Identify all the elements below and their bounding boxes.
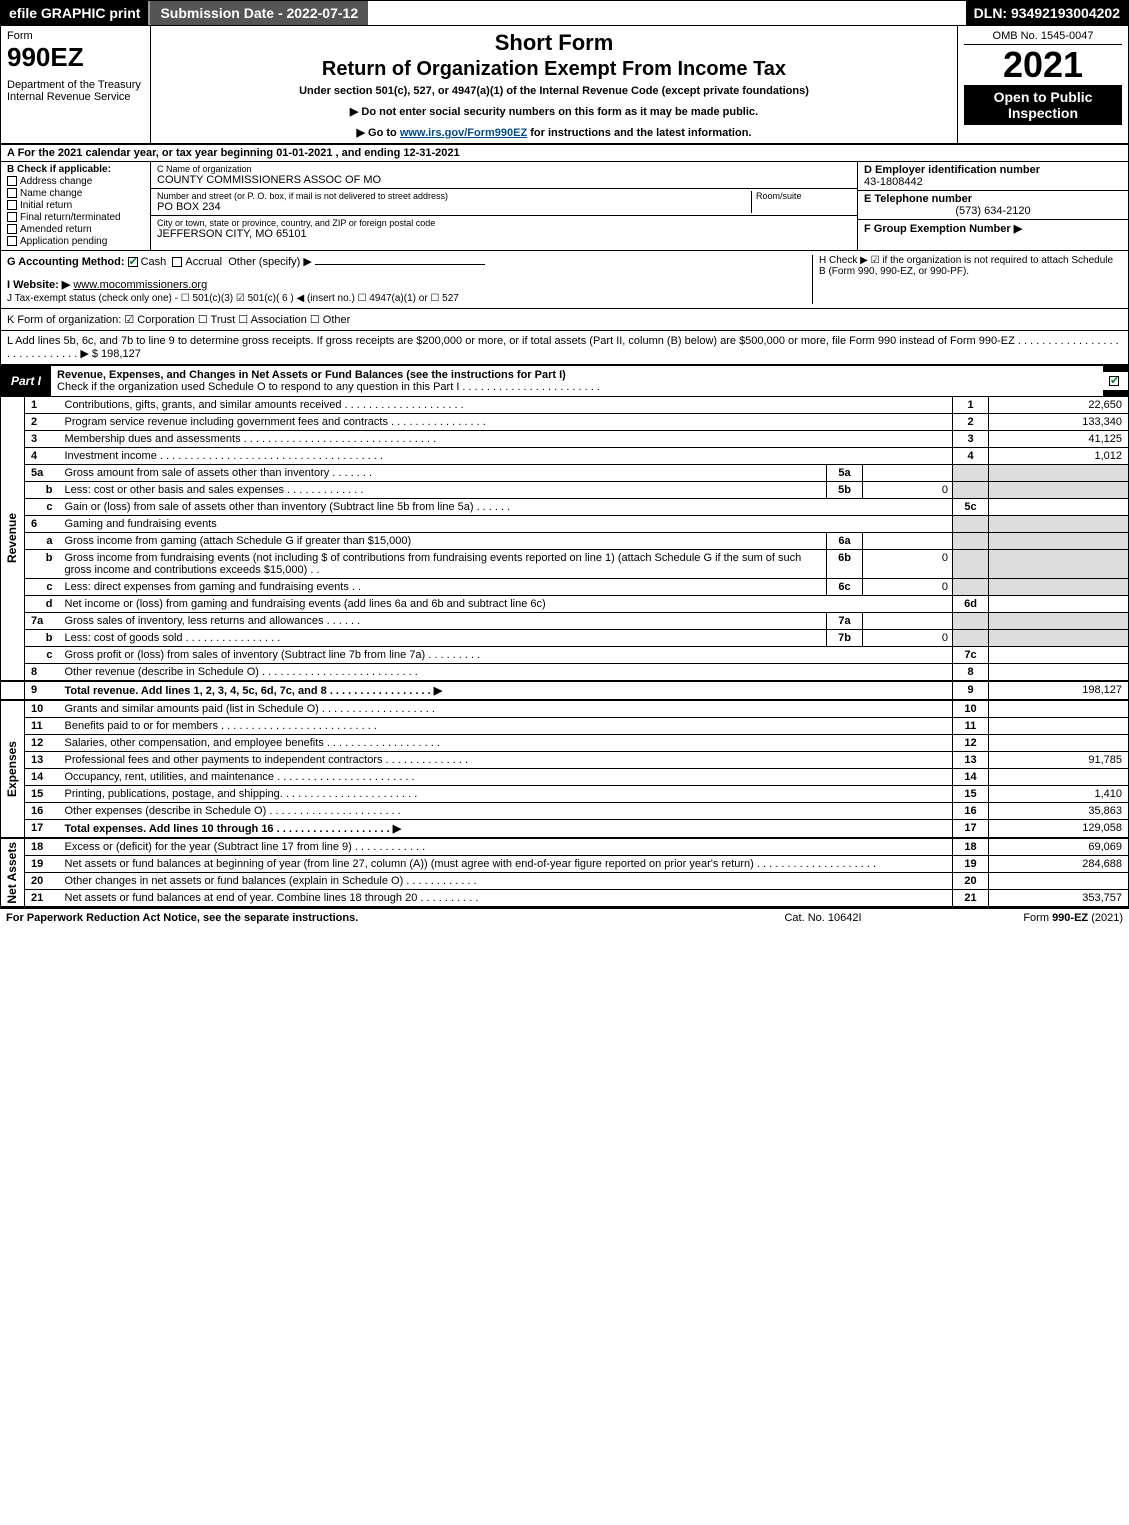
line-7c: Gross profit or (loss) from sales of inv… xyxy=(61,647,953,664)
line-12: Salaries, other compensation, and employ… xyxy=(61,735,953,752)
form-label: Form xyxy=(7,30,144,42)
cb-accrual[interactable] xyxy=(172,257,182,267)
amt-18: 69,069 xyxy=(989,838,1129,856)
d-ein-label: D Employer identification number xyxy=(864,164,1122,176)
line-19: Net assets or fund balances at beginning… xyxy=(61,856,953,873)
efile-label: efile GRAPHIC print xyxy=(1,1,148,25)
side-revenue: Revenue xyxy=(5,513,19,563)
phone: (573) 634-2120 xyxy=(864,205,1122,217)
c-name-label: C Name of organization xyxy=(157,164,851,174)
side-expenses: Expenses xyxy=(5,741,19,797)
l-gross-receipts: L Add lines 5b, 6c, and 7b to line 9 to … xyxy=(0,331,1129,365)
footer-paperwork: For Paperwork Reduction Act Notice, see … xyxy=(6,912,723,924)
dln: DLN: 93492193004202 xyxy=(966,1,1128,25)
tax-year: 2021 xyxy=(964,47,1122,83)
line-6: Gaming and fundraising events xyxy=(61,516,953,533)
line-6d: Net income or (loss) from gaming and fun… xyxy=(61,596,953,613)
line-8: Other revenue (describe in Schedule O) .… xyxy=(61,664,953,682)
title-short-form: Short Form xyxy=(157,30,951,56)
line-5c: Gain or (loss) from sale of assets other… xyxy=(61,499,953,516)
line-7a: Gross sales of inventory, less returns a… xyxy=(61,613,827,630)
irs-link[interactable]: www.irs.gov/Form990EZ xyxy=(400,127,527,139)
line-3: Membership dues and assessments . . . . … xyxy=(61,431,953,448)
note-ssn: ▶ Do not enter social security numbers o… xyxy=(157,105,951,118)
cb-amended-return[interactable]: Amended return xyxy=(7,224,144,235)
cb-cash[interactable] xyxy=(128,257,138,267)
org-address: PO BOX 234 xyxy=(157,201,751,213)
line-5a: Gross amount from sale of assets other t… xyxy=(61,465,827,482)
website[interactable]: www.mocommissioners.org xyxy=(73,279,207,291)
omb-number: OMB No. 1545-0047 xyxy=(964,30,1122,45)
amt-19: 284,688 xyxy=(989,856,1129,873)
line-11: Benefits paid to or for members . . . . … xyxy=(61,718,953,735)
j-tax-exempt: J Tax-exempt status (check only one) - ☐… xyxy=(7,293,812,304)
note-goto: ▶ Go to www.irs.gov/Form990EZ for instru… xyxy=(157,126,951,139)
amt-17: 129,058 xyxy=(989,820,1129,839)
i-label: I Website: ▶ xyxy=(7,279,70,291)
footer-catno: Cat. No. 10642I xyxy=(723,912,923,924)
org-name: COUNTY COMMISSIONERS ASSOC OF MO xyxy=(157,174,851,186)
line-4: Investment income . . . . . . . . . . . … xyxy=(61,448,953,465)
line-18: Excess or (deficit) for the year (Subtra… xyxy=(61,838,953,856)
line-6a: Gross income from gaming (attach Schedul… xyxy=(61,533,827,550)
side-net-assets: Net Assets xyxy=(5,842,19,904)
amt-15: 1,410 xyxy=(989,786,1129,803)
amt-4: 1,012 xyxy=(989,448,1129,465)
line-16: Other expenses (describe in Schedule O) … xyxy=(61,803,953,820)
submission-date: Submission Date - 2022-07-12 xyxy=(148,1,368,25)
cb-application-pending[interactable]: Application pending xyxy=(7,236,144,247)
g-label: G Accounting Method: xyxy=(7,256,125,268)
line-20: Other changes in net assets or fund bala… xyxy=(61,873,953,890)
amt-1: 22,650 xyxy=(989,397,1129,414)
dept-label: Department of the Treasury Internal Reve… xyxy=(7,79,144,103)
part1-title: Revenue, Expenses, and Changes in Net As… xyxy=(57,369,566,381)
footer-formno: Form 990-EZ (2021) xyxy=(923,912,1123,924)
title-return: Return of Organization Exempt From Incom… xyxy=(157,58,951,81)
amt-3: 41,125 xyxy=(989,431,1129,448)
h-schedule-b: H Check ▶ ☑ if the organization is not r… xyxy=(812,255,1122,304)
line-9: Total revenue. Add lines 1, 2, 3, 4, 5c,… xyxy=(61,681,953,700)
line-5b: Less: cost or other basis and sales expe… xyxy=(61,482,827,499)
line-1: Contributions, gifts, grants, and simila… xyxy=(61,397,953,414)
line-13: Professional fees and other payments to … xyxy=(61,752,953,769)
c-room-label: Room/suite xyxy=(756,191,851,201)
ein: 43-1808442 xyxy=(864,176,1122,188)
line-7b: Less: cost of goods sold . . . . . . . .… xyxy=(61,630,827,647)
amt-2: 133,340 xyxy=(989,414,1129,431)
amt-9: 198,127 xyxy=(989,681,1129,700)
cb-initial-return[interactable]: Initial return xyxy=(7,200,144,211)
c-city-label: City or town, state or province, country… xyxy=(157,218,851,228)
subtitle: Under section 501(c), 527, or 4947(a)(1)… xyxy=(157,85,951,97)
line-15: Printing, publications, postage, and shi… xyxy=(61,786,953,803)
open-public: Open to Public Inspection xyxy=(964,85,1122,125)
line-6c: Less: direct expenses from gaming and fu… xyxy=(61,579,827,596)
line-2: Program service revenue including govern… xyxy=(61,414,953,431)
line-17: Total expenses. Add lines 10 through 16 … xyxy=(61,820,953,839)
f-group-label: F Group Exemption Number ▶ xyxy=(864,222,1122,235)
cb-final-return[interactable]: Final return/terminated xyxy=(7,212,144,223)
line-14: Occupancy, rent, utilities, and maintena… xyxy=(61,769,953,786)
part1-checkbox[interactable] xyxy=(1109,376,1119,386)
amt-21: 353,757 xyxy=(989,890,1129,908)
amt-16: 35,863 xyxy=(989,803,1129,820)
part1-check: Check if the organization used Schedule … xyxy=(57,381,600,393)
cb-address-change[interactable]: Address change xyxy=(7,176,144,187)
b-header: B Check if applicable: xyxy=(7,164,144,175)
cb-name-change[interactable]: Name change xyxy=(7,188,144,199)
c-addr-label: Number and street (or P. O. box, if mail… xyxy=(157,191,751,201)
row-a-calendar-year: A For the 2021 calendar year, or tax yea… xyxy=(0,145,1129,162)
org-city: JEFFERSON CITY, MO 65101 xyxy=(157,228,851,240)
form-number: 990EZ xyxy=(7,42,144,73)
e-phone-label: E Telephone number xyxy=(864,193,1122,205)
k-form-org: K Form of organization: ☑ Corporation ☐ … xyxy=(0,309,1129,331)
line-21: Net assets or fund balances at end of ye… xyxy=(61,890,953,908)
line-10: Grants and similar amounts paid (list in… xyxy=(61,700,953,718)
line-6b: Gross income from fundraising events (no… xyxy=(61,550,827,579)
part1-tag: Part I xyxy=(1,371,51,391)
amt-13: 91,785 xyxy=(989,752,1129,769)
